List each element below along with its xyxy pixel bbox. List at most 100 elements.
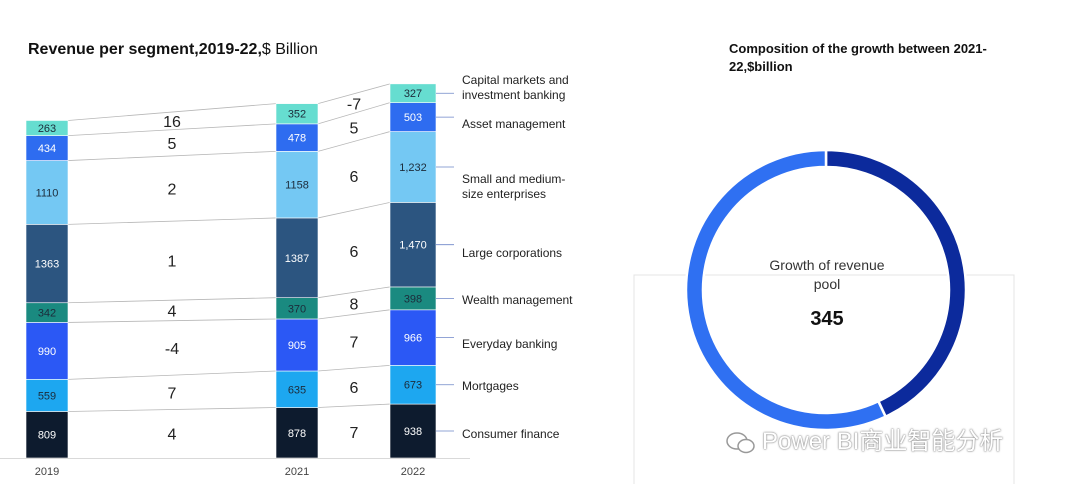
bar-value-label: 263 [38,123,56,135]
bar-value-label: 1387 [285,253,309,265]
growth-label: 4 [168,303,177,320]
bar-value-label: 966 [404,333,422,345]
growth-label: 1 [168,254,177,271]
bar-value-label: 559 [38,390,56,402]
bar-segment-consumer-finance-2022 [389,403,437,459]
watermark: Power BI商业智能分析 [726,421,1003,456]
bar-segment-large-corporations-2022 [389,202,437,288]
donut-chart-title: Composition of the growth between 2021-2… [729,41,987,74]
bar-value-label: 635 [288,384,306,396]
bar-segment-large-corporations-2021 [275,217,319,298]
connector-line [317,102,391,125]
legend-label: Capital markets and [462,73,569,87]
connector-line [317,309,391,320]
legend-label: Large corporations [462,246,562,260]
bar-value-label: 370 [288,303,306,315]
connector-line [317,364,391,372]
connector-line [67,370,277,380]
x-tick-label: 2021 [285,466,309,478]
bar-value-label: 1158 [285,180,309,192]
stacked-chart-title-bold: Revenue per segment,2019-22, [28,41,262,58]
stacked-chart-title: Revenue per segment,2019-22,$ Billion [28,41,318,59]
x-tick-label: 2019 [35,466,59,478]
connector-line [67,103,277,121]
bar-value-label: 398 [404,293,422,305]
growth-label: 8 [350,296,359,313]
legend-label: size enterprises [462,187,546,201]
bar-value-label: 503 [404,112,422,124]
connector-line [317,403,391,408]
bar-segment-capital-markets-and-investment-banking-2021 [275,103,319,125]
stacked-chart-title-unit: $ Billion [261,41,318,58]
bar-segment-mortgages-2019 [25,379,69,412]
bar-segment-everyday-banking-2021 [275,318,319,372]
connector-line [317,286,391,299]
connector-line [317,131,391,152]
legend-label: Wealth management [462,293,573,307]
bar-value-label: 1,470 [399,240,427,252]
donut-center: Growth of revenue pool 345 [760,256,894,331]
connector-line [317,83,391,105]
legend-label: Everyday banking [462,337,557,351]
connector-line [67,318,277,323]
bar-value-label: 342 [38,308,56,320]
wechat-icon [726,431,755,453]
bar-segment-consumer-finance-2019 [25,411,69,459]
connector-line [67,407,277,412]
growth-label: 6 [350,244,359,261]
bar-segment-small-and-medium-size-enterprises-2021 [275,151,319,219]
legend-label: investment banking [462,88,565,102]
growth-label: 6 [350,380,359,397]
donut-slice-2 [684,148,888,432]
donut-frame [633,274,1015,484]
bar-segment-asset-management-2022 [389,102,437,132]
growth-label: 6 [350,169,359,186]
bar-segment-small-and-medium-size-enterprises-2019 [25,160,69,225]
bar-segment-large-corporations-2019 [25,224,69,304]
legend-label: Small and medium- [462,172,565,186]
donut-center-value: 345 [810,308,844,330]
connector-line [67,217,277,225]
growth-label: 16 [163,114,181,131]
bar-segment-small-and-medium-size-enterprises-2022 [389,131,437,203]
connector-line [317,202,391,219]
stacked-bar-chart: 809 559 990 342 1363 1110 434 263 2019 878 635 905 3… [0,73,573,478]
bar-segment-asset-management-2021 [275,123,319,152]
bar-segment-mortgages-2021 [275,370,319,408]
bar-value-label: 478 [288,133,306,145]
legend-label: Asset management [462,117,566,131]
bar-value-label: 352 [288,109,306,121]
growth-label: 7 [168,385,177,402]
growth-label: -4 [165,341,179,358]
growth-label: 7 [350,334,359,351]
growth-label: -7 [347,96,361,113]
bar-segment-capital-markets-and-investment-banking-2019 [25,120,69,136]
bar-segment-asset-management-2019 [25,135,69,161]
donut-center-label: Growth of revenue pool [769,257,885,292]
growth-label: 7 [350,425,359,442]
connector-line [67,297,277,304]
bar-value-label: 938 [404,426,422,438]
connector-line [67,150,277,161]
bar-value-label: 1363 [35,259,59,271]
bar-value-label: 990 [38,346,56,358]
bar-value-label: 434 [38,143,56,155]
bar-value-label: 878 [288,428,306,440]
legend-label: Mortgages [462,379,519,393]
bar-value-label: 1110 [36,187,59,199]
growth-label: 2 [168,182,177,199]
bar-value-label: 327 [404,88,422,100]
growth-label: 5 [168,136,177,153]
connector-line [67,123,277,136]
bar-value-label: 905 [288,340,306,352]
x-tick-label: 2022 [401,466,425,478]
bar-value-label: 1,232 [399,162,427,174]
growth-label: 4 [168,427,177,444]
bar-value-label: 809 [38,430,56,442]
growth-label: 5 [350,120,359,137]
legend-label: Consumer finance [462,427,560,441]
bar-value-label: 673 [404,380,422,392]
watermark-text: Power BI商业智能分析 [762,428,1004,455]
bar-segment-everyday-banking-2019 [25,322,69,380]
